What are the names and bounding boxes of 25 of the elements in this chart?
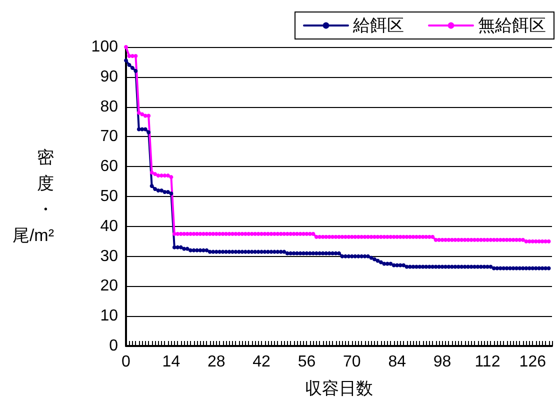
y-tick-label: 80 [100,98,118,116]
x-tick-label: 84 [388,354,406,370]
y-tick-label: 100 [91,38,118,56]
y-tick-label: 0 [109,338,118,354]
x-axis-title: 収容日数 [305,379,373,398]
y-tick-label: 70 [100,128,118,146]
y-tick-label: 20 [100,278,118,295]
x-tick-label: 98 [433,354,452,370]
x-tick-label: 112 [474,354,500,370]
legend-label: 給餌区 [352,16,404,35]
y-tick-label: 10 [100,308,118,325]
x-tick-label: 56 [298,354,316,370]
y-tick-label: 90 [100,68,118,86]
x-tick-label: 42 [252,354,271,370]
x-tick-label: 126 [519,354,546,370]
x-tick-label: 70 [343,354,361,370]
x-tick-label: 28 [207,354,226,370]
x-tick-label: 14 [162,354,180,370]
y-tick-label: 30 [100,248,118,265]
x-tick-label: 0 [122,354,131,370]
y-tick-label: 60 [100,158,118,176]
y-axis-title: 密度・尾/m² [12,148,54,245]
legend-label: 無給餌区 [478,16,546,35]
y-tick-label: 50 [100,188,118,205]
y-tick-label: 40 [100,218,118,235]
